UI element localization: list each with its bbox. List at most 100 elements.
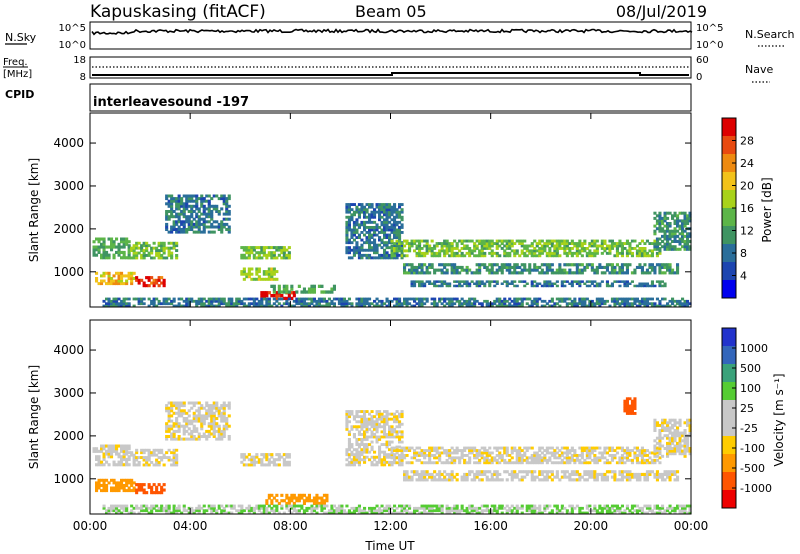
- echo-cell: [435, 504, 439, 508]
- echo-cell: [583, 511, 587, 515]
- echo-cell: [212, 401, 216, 405]
- echo-cell: [413, 509, 417, 513]
- echo-cell: [380, 412, 384, 416]
- echo-cell: [658, 506, 662, 510]
- echo-cell: [165, 409, 169, 413]
- echo-cell: [390, 417, 394, 421]
- echo-cell: [383, 427, 387, 431]
- echo-cell: [165, 225, 169, 229]
- echo-cell: [500, 511, 504, 515]
- echo-cell: [473, 446, 477, 450]
- echo-cell: [363, 509, 367, 513]
- echo-cell: [610, 446, 614, 450]
- echo-cell: [458, 304, 462, 308]
- echo-cell: [645, 268, 649, 272]
- echo-cell: [435, 472, 439, 476]
- echo-cell: [483, 470, 487, 474]
- echo-cell: [300, 299, 304, 303]
- echo-cell: [563, 280, 567, 283]
- echo-cell: [127, 444, 131, 448]
- echo-cell: [498, 478, 502, 482]
- echo-cell: [92, 449, 96, 453]
- echo-cell: [350, 213, 354, 217]
- echo-cell: [640, 249, 644, 253]
- echo-cell: [182, 225, 186, 229]
- echo-cell: [207, 202, 211, 206]
- echo-cell: [676, 216, 680, 220]
- echo-cell: [187, 222, 191, 226]
- echo-cell: [195, 204, 199, 208]
- echo-cell: [370, 422, 374, 426]
- echo-cell: [260, 294, 264, 298]
- echo-cell: [130, 489, 134, 493]
- echo-cell: [478, 461, 482, 465]
- power-colorbar-label: Power [dB]: [760, 177, 774, 242]
- echo-cell: [135, 448, 139, 452]
- echo-cell: [255, 251, 259, 255]
- echo-cell: [500, 454, 504, 457]
- echo-cell: [661, 263, 665, 267]
- echo-cell: [523, 268, 527, 272]
- echo-cell: [448, 304, 452, 308]
- echo-cell: [330, 287, 334, 291]
- echo-cell: [257, 302, 261, 306]
- echo-cell: [97, 237, 101, 241]
- echo-cell: [633, 299, 637, 303]
- echo-cell: [300, 506, 304, 510]
- echo-cell: [262, 304, 266, 308]
- echo-cell: [373, 463, 377, 467]
- echo-cell: [405, 475, 409, 479]
- echo-cell: [610, 449, 614, 452]
- echo-cell: [130, 504, 134, 508]
- echo-cell: [488, 304, 492, 308]
- echo-cell: [465, 284, 469, 288]
- echo-cell: [257, 304, 261, 308]
- echo-cell: [380, 430, 384, 434]
- echo-cell: [135, 506, 139, 510]
- echo-cell: [152, 483, 156, 487]
- echo-cell: [388, 435, 392, 439]
- echo-cell: [352, 223, 356, 227]
- echo-cell: [102, 279, 106, 283]
- echo-cell: [650, 251, 654, 255]
- echo-cell: [195, 437, 199, 441]
- echo-cell: [383, 203, 387, 206]
- echo-cell: [653, 265, 657, 269]
- echo-cell: [352, 509, 356, 513]
- echo-cell: [352, 511, 356, 515]
- echo-cell: [448, 454, 452, 457]
- echo-cell: [170, 230, 174, 234]
- echo-cell: [152, 302, 156, 306]
- echo-cell: [277, 302, 281, 306]
- echo-cell: [247, 506, 251, 510]
- echo-cell: [493, 251, 497, 255]
- echo-cell: [363, 302, 367, 306]
- echo-cell: [671, 232, 675, 236]
- echo-cell: [418, 475, 422, 479]
- echo-cell: [400, 256, 404, 260]
- echo-cell: [480, 304, 484, 308]
- echo-cell: [202, 304, 206, 308]
- echo-cell: [282, 460, 286, 464]
- y-tick-label: 4000: [53, 136, 84, 150]
- echo-cell: [137, 461, 141, 464]
- echo-cell: [267, 463, 271, 467]
- echo-cell: [157, 278, 161, 282]
- echo-cell: [375, 460, 379, 464]
- echo-cell: [170, 207, 174, 211]
- echo-cell: [686, 302, 690, 306]
- echo-cell: [120, 282, 124, 286]
- echo-cell: [205, 429, 209, 433]
- echo-cell: [683, 299, 687, 303]
- echo-cell: [548, 511, 552, 515]
- echo-cell: [200, 417, 204, 420]
- echo-cell: [625, 299, 629, 303]
- echo-cell: [190, 194, 194, 198]
- echo-cell: [393, 243, 397, 247]
- echo-cell: [420, 470, 424, 474]
- echo-cell: [385, 233, 389, 237]
- echo-cell: [560, 511, 564, 515]
- echo-cell: [383, 422, 387, 426]
- echo-cell: [555, 268, 559, 272]
- echo-cell: [595, 458, 599, 462]
